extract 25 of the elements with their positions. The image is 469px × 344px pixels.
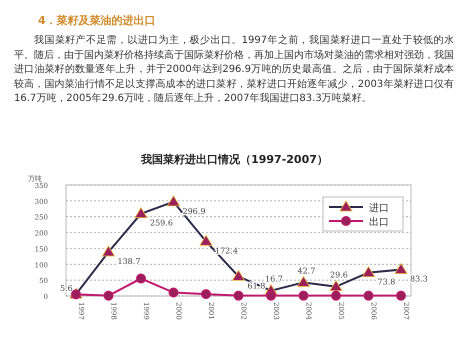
data-label: 5.6	[60, 284, 73, 294]
data-label: 296.9	[182, 206, 206, 216]
data-label: 138.7	[118, 257, 140, 266]
legend-label: 出口	[369, 216, 389, 228]
legend-label: 进口	[369, 202, 389, 214]
point	[331, 290, 341, 301]
data-label: 16.7	[265, 274, 283, 284]
data-label: 83.3	[410, 274, 428, 284]
text: 4．菜籽及菜油的进出口	[38, 14, 156, 27]
data-label: 172.4	[215, 246, 238, 256]
point	[364, 290, 374, 301]
point	[136, 274, 146, 284]
text: 我国菜籽产不足需，以进口为主，极少出口。1997年之前，我国菜籽进口一直处于较低的水平。随后，由于国内菜籽价格持续高于国际菜籽价格，再加上国内市场对菜油的需求相对强劲，我国进口油菜籽的数量逐年上升，并于2000年达到296.9万吨的历史最高值。之后，由于国际菜籽成本较高，国内菜油行情不足以支撑高成本的进口菜籽，菜籽进口开始逐年减少，2003年菜籽进口仅有16.7万吨，2005年29.6万吨，随后逐年上升，2007年我国进口83.3万吨菜籽。	[14, 34, 454, 106]
data-label: 259.6	[150, 218, 173, 228]
point	[298, 290, 308, 301]
point	[104, 290, 114, 301]
data-label: 42.7	[298, 266, 316, 276]
data-label: 73.8	[378, 278, 396, 287]
data-label: 29.6	[330, 270, 348, 280]
point	[234, 290, 244, 301]
point	[396, 290, 406, 301]
point	[168, 288, 178, 298]
chart-title: 我国菜籽进出口情况（1997-2007）	[140, 153, 328, 166]
point	[201, 289, 211, 300]
point	[266, 290, 276, 301]
